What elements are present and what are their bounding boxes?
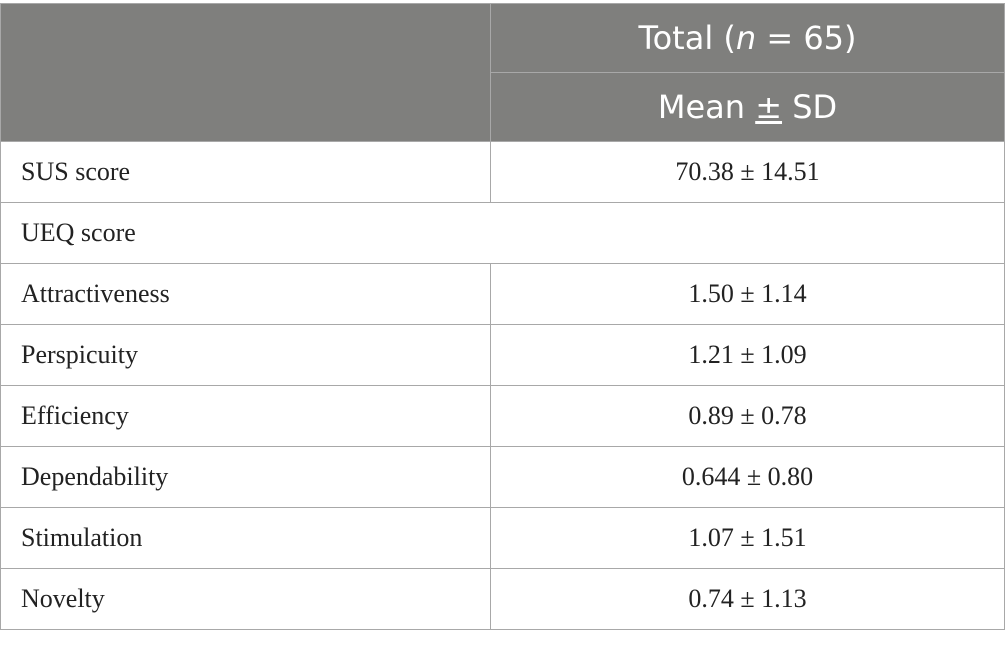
table-row-stimulation: Stimulation 1.07 ± 1.51 bbox=[0, 507, 1005, 569]
header-mean-cell: Mean ± SD bbox=[490, 72, 1005, 142]
row-label: Stimulation bbox=[0, 507, 491, 569]
results-table-container: Total (n = 65) Mean ± SD SUS score 70.38… bbox=[0, 3, 1005, 630]
row-value: 1.07 ± 1.51 bbox=[490, 507, 1005, 569]
row-label: Dependability bbox=[0, 446, 491, 508]
table-row-novelty: Novelty 0.74 ± 1.13 bbox=[0, 568, 1005, 630]
header-mean-prefix: Mean bbox=[657, 88, 756, 126]
row-value: 0.74 ± 1.13 bbox=[490, 568, 1005, 630]
table-header: Total (n = 65) Mean ± SD bbox=[0, 3, 1005, 142]
header-total-n: n bbox=[735, 19, 757, 57]
header-mean-pm: ± bbox=[755, 88, 783, 126]
header-total-cell: Total (n = 65) bbox=[490, 3, 1005, 73]
table-row-sus: SUS score 70.38 ± 14.51 bbox=[0, 141, 1005, 203]
header-total-suffix: = 65) bbox=[756, 19, 857, 57]
header-row-mean: Mean ± SD bbox=[1, 72, 1005, 142]
row-value: 70.38 ± 14.51 bbox=[490, 141, 1005, 203]
row-label: Novelty bbox=[0, 568, 491, 630]
table-row-attractiveness: Attractiveness 1.50 ± 1.14 bbox=[0, 263, 1005, 325]
row-section-label: UEQ score bbox=[0, 202, 1005, 264]
results-table: Total (n = 65) Mean ± SD SUS score 70.38… bbox=[0, 3, 1005, 630]
table-row-dependability: Dependability 0.644 ± 0.80 bbox=[0, 446, 1005, 508]
row-label: Attractiveness bbox=[0, 263, 491, 325]
row-value: 0.644 ± 0.80 bbox=[490, 446, 1005, 508]
table-row-perspicuity: Perspicuity 1.21 ± 1.09 bbox=[0, 324, 1005, 386]
row-value: 1.21 ± 1.09 bbox=[490, 324, 1005, 386]
row-label: Perspicuity bbox=[0, 324, 491, 386]
header-blank-cell bbox=[0, 3, 491, 142]
row-label: Efficiency bbox=[0, 385, 491, 447]
table-body: SUS score 70.38 ± 14.51 UEQ score Attrac… bbox=[0, 141, 1005, 630]
header-total-prefix: Total ( bbox=[638, 19, 736, 57]
row-value: 0.89 ± 0.78 bbox=[490, 385, 1005, 447]
table-row-efficiency: Efficiency 0.89 ± 0.78 bbox=[0, 385, 1005, 447]
header-mean-suffix: SD bbox=[782, 88, 838, 126]
table-row-ueq: UEQ score bbox=[0, 202, 1005, 264]
row-value: 1.50 ± 1.14 bbox=[490, 263, 1005, 325]
header-row-total: Total (n = 65) bbox=[0, 3, 1005, 142]
row-label: SUS score bbox=[0, 141, 491, 203]
